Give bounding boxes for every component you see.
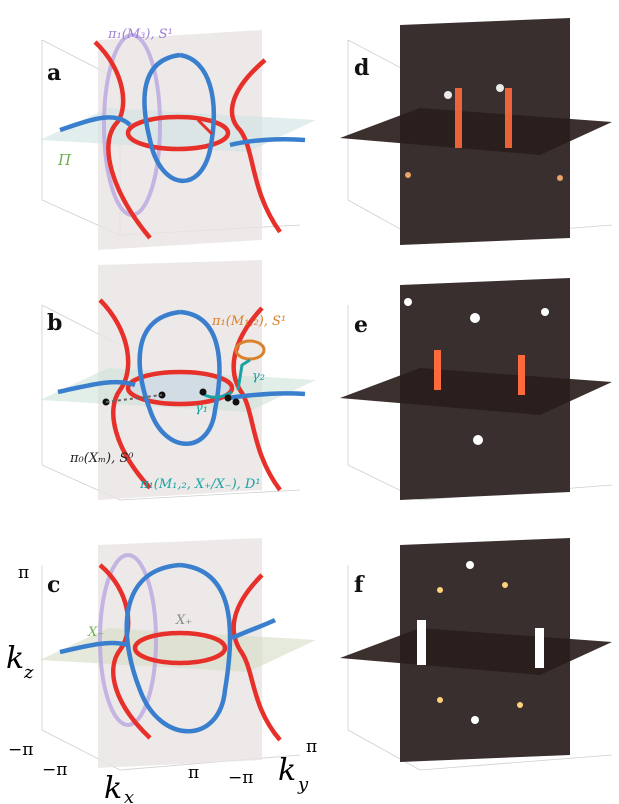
- panel-c-red-curve-right: [231, 573, 282, 742]
- panel-c-blue-arm-right: [231, 617, 277, 641]
- panel-a-arrow: [196, 118, 214, 136]
- panel-c-red-curve-left: [98, 563, 152, 740]
- panel-c-xplus-label: X₊: [175, 613, 192, 628]
- panel-e-heat-highlights: [404, 298, 549, 445]
- svg-text:k: k: [278, 753, 296, 788]
- panel-a-horizontal-plane: [40, 108, 316, 152]
- panel-b-blue-loop: [137, 309, 222, 446]
- kz-max-tick: π: [18, 563, 29, 583]
- panel-b-blue-arm-left: [57, 379, 136, 395]
- panel-b-xpm-label: π₁(M₁,₂, X₊/X₋), D¹: [139, 477, 261, 492]
- panel-b-gamma2-label: γ₂: [252, 369, 265, 384]
- panel-d-letter: d: [354, 55, 369, 81]
- kx-axis-label: k x: [104, 771, 134, 804]
- kz-min-tick: −π: [8, 740, 33, 760]
- panel-c-xminus-label: X₋: [87, 625, 104, 640]
- kx-min-tick: −π: [42, 760, 67, 780]
- axis-labels: π −π k z −π π k x −π π k y: [6, 563, 317, 804]
- panel-c-blue-loop: [124, 562, 233, 734]
- panel-b-letter: b: [47, 310, 62, 336]
- panel-c-letter: c: [47, 572, 60, 598]
- panel-a-plane-label: Π: [57, 151, 72, 169]
- panel-b-gamma1-label: γ₁: [195, 401, 208, 416]
- panel-f: f: [340, 538, 613, 771]
- panel-a-blue-loop: [142, 52, 216, 183]
- svg-text:z: z: [23, 662, 34, 683]
- panel-b-box: [41, 304, 301, 501]
- panel-f-letter: f: [354, 572, 365, 598]
- panel-a-blue-arm-right: [229, 136, 306, 148]
- panel-b-orange-loop: [234, 339, 266, 361]
- panel-b-red-curve-left: [98, 298, 152, 490]
- panel-a-red-ring: [125, 114, 231, 152]
- ky-min-tick: −π: [228, 768, 253, 788]
- panel-a-red-curve-right: [229, 58, 282, 234]
- panel-f-horizontal-slice: [340, 628, 612, 675]
- svg-text:k: k: [6, 641, 24, 676]
- panel-c-red-ring: [132, 630, 228, 666]
- panel-b-m12-label: π₁(M₁,₂), S¹: [211, 314, 286, 329]
- panel-a-letter: a: [47, 60, 61, 86]
- panel-a: a π₁(M₃), S¹ Π: [40, 27, 316, 250]
- svg-text:x: x: [124, 787, 134, 804]
- panel-b-red-curve-right: [231, 306, 282, 492]
- panel-b-gamma2-path: [236, 358, 251, 391]
- panel-c-blue-arm-left: [59, 640, 129, 655]
- panel-b-points: [102, 388, 240, 406]
- panel-a-red-curve-left: [93, 40, 152, 240]
- panel-b-blue-arm-right: [227, 391, 306, 401]
- panel-b-x0-label: π₀(Xₘ), S⁰: [69, 451, 134, 466]
- svg-text:y: y: [297, 774, 309, 795]
- panel-c: c X₋ X₊: [40, 538, 316, 771]
- panel-e-horizontal-slice: [340, 368, 612, 415]
- panel-a-blue-arm-left: [59, 115, 132, 133]
- panel-e: e: [340, 278, 613, 501]
- kz-axis-label: k z: [6, 641, 34, 683]
- panel-f-heat-highlights: [417, 561, 544, 724]
- panel-d: d: [340, 18, 613, 245]
- panel-d-heat-highlights: [405, 84, 563, 181]
- ky-max-tick: π: [306, 737, 317, 757]
- panel-a-pi-label: π₁(M₃), S¹: [107, 27, 173, 42]
- panel-d-horizontal-slice: [340, 108, 612, 155]
- panel-b: b π₁(M₁,₂), S¹ γ₂ γ₁ π₀(Xₘ), S⁰ π₁(M₁,₂,…: [40, 260, 316, 501]
- kx-max-tick: π: [188, 763, 199, 783]
- panel-e-letter: e: [354, 312, 368, 338]
- panel-f-box: [347, 565, 613, 771]
- svg-text:k: k: [104, 771, 122, 804]
- panel-c-purple-loop: [98, 553, 158, 727]
- ky-axis-label: k y: [278, 753, 309, 795]
